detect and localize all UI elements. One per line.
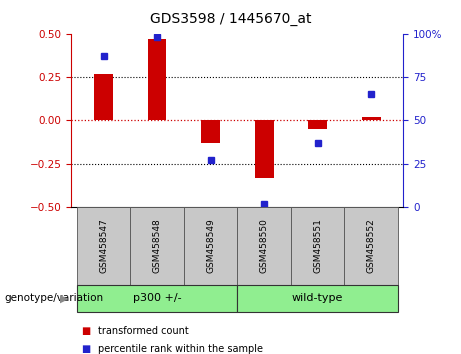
Bar — [237, 285, 398, 312]
Text: GSM458548: GSM458548 — [153, 219, 162, 273]
Text: GSM458549: GSM458549 — [206, 219, 215, 273]
Bar — [148, 39, 166, 120]
Text: GSM458547: GSM458547 — [99, 219, 108, 273]
Text: percentile rank within the sample: percentile rank within the sample — [98, 344, 263, 354]
Bar — [308, 120, 327, 129]
Text: genotype/variation: genotype/variation — [5, 293, 104, 303]
Text: GDS3598 / 1445670_at: GDS3598 / 1445670_at — [150, 12, 311, 27]
Bar — [184, 207, 237, 285]
Text: transformed count: transformed count — [98, 326, 189, 336]
Bar — [362, 117, 381, 120]
Bar — [201, 120, 220, 143]
Text: GSM458552: GSM458552 — [367, 219, 376, 273]
Bar — [77, 207, 130, 285]
Bar — [94, 74, 113, 120]
Bar — [255, 120, 273, 178]
Bar — [237, 207, 291, 285]
Bar — [344, 207, 398, 285]
Bar — [291, 207, 344, 285]
Text: p300 +/-: p300 +/- — [133, 293, 182, 303]
Text: ▶: ▶ — [60, 293, 68, 303]
Bar — [77, 285, 237, 312]
Bar — [130, 207, 184, 285]
Text: ■: ■ — [81, 344, 90, 354]
Text: wild-type: wild-type — [292, 293, 343, 303]
Text: GSM458551: GSM458551 — [313, 218, 322, 274]
Text: GSM458550: GSM458550 — [260, 218, 269, 274]
Text: ■: ■ — [81, 326, 90, 336]
